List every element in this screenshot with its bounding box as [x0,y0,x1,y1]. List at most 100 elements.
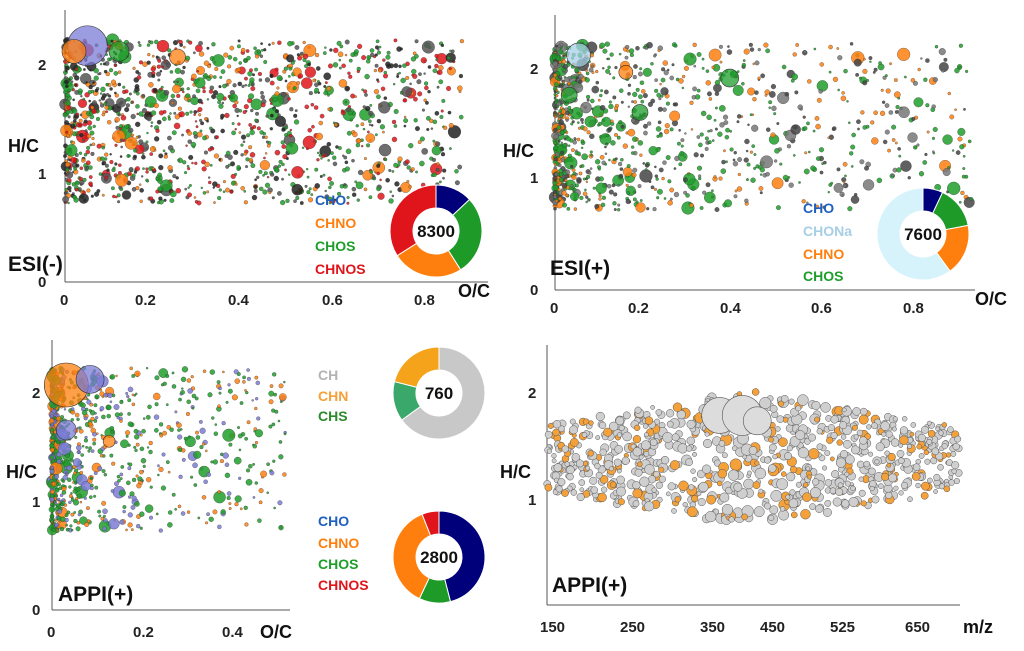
data-point [391,119,397,125]
data-point [804,151,808,155]
data-point [67,201,70,205]
data-point [248,145,253,150]
data-point [248,464,253,469]
data-point [746,178,749,182]
data-point [945,452,952,458]
data-point [913,97,924,108]
data-point [706,494,716,505]
data-point [725,160,728,164]
data-point [864,165,869,171]
data-point [252,496,256,499]
data-point [329,48,333,52]
data-point [591,64,595,68]
data-point [736,114,742,119]
data-point [842,161,848,167]
data-point [410,167,415,172]
data-point [110,430,115,434]
data-point [79,470,84,475]
data-point [920,491,929,500]
data-point [262,174,265,177]
data-point [83,152,88,157]
data-point [733,482,743,492]
data-point [934,45,939,49]
data-point [382,130,385,134]
data-point [398,64,402,69]
data-point [243,190,247,193]
data-point [815,156,821,161]
data-point [126,480,131,486]
data-point [743,157,749,163]
data-point [910,422,917,428]
data-point [840,95,847,102]
data-point [576,151,581,156]
data-point [127,421,133,427]
data-point [344,85,350,92]
data-point [576,178,582,184]
data-point [242,375,246,380]
data-point [663,128,670,135]
data-point [225,400,229,404]
data-point [686,436,695,445]
y-tick: 1 [38,166,46,183]
data-point [595,471,603,479]
data-point [163,90,170,96]
data-point [182,160,187,165]
data-point [158,153,164,159]
data-point [683,65,689,71]
data-point [273,167,280,173]
data-point [119,400,124,405]
data-point [759,191,763,195]
data-point [101,145,106,150]
data-point [436,85,440,89]
data-point [618,120,623,125]
data-point [314,167,319,172]
data-point [685,178,688,182]
data-point [366,55,371,60]
data-point [139,526,143,530]
data-point [83,119,88,124]
data-point [569,418,576,425]
data-point [870,120,875,125]
data-point [836,47,840,50]
data-point [650,185,655,190]
data-point [106,413,111,419]
data-point [644,501,655,512]
data-point [177,447,183,452]
data-point [558,60,562,64]
data-point [93,419,98,423]
data-point [573,137,577,140]
data-point [714,207,720,212]
data-point [73,518,78,524]
data-point [101,414,106,420]
data-point [803,50,807,54]
data-point [201,166,207,172]
data-point [707,140,712,145]
data-point [131,374,136,378]
data-point [627,105,630,108]
data-point [655,126,662,132]
data-point [604,152,608,155]
data-point [651,487,657,493]
data-point [91,136,95,141]
data-point [158,528,163,533]
data-point [788,398,795,405]
data-point [222,370,225,374]
x-tick: 0.4 [228,292,250,309]
data-point [696,52,702,57]
data-point [86,399,92,405]
data-point [308,187,312,191]
data-point [400,77,406,84]
data-point [858,414,869,425]
data-point [319,113,325,119]
data-point [898,457,905,465]
data-point [898,106,910,119]
data-point [207,176,211,179]
data-point [786,445,793,452]
data-point [383,157,388,162]
data-point [338,58,342,62]
data-point [289,128,293,132]
data-point [595,435,601,440]
data-point [196,109,200,113]
data-point [698,481,709,493]
data-point [594,462,601,470]
